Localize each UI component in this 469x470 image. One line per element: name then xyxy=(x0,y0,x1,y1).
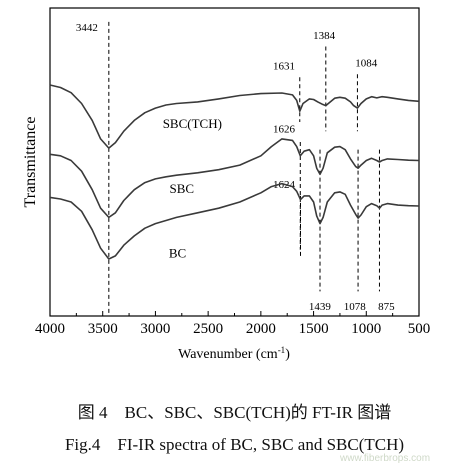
x-tick-label: 4000 xyxy=(35,321,65,337)
peak-marker-label: 1078 xyxy=(344,301,367,313)
peak-marker-label: 1384 xyxy=(313,30,336,42)
x-tick-label: 2500 xyxy=(193,321,223,337)
x-axis-label-sup: -1 xyxy=(278,345,286,355)
peak-marker-label: 1084 xyxy=(355,58,378,70)
x-tick-label: 1500 xyxy=(299,321,329,337)
x-tick-label: 500 xyxy=(408,321,431,337)
peak-markers: 3442 1631 1384 1084 1626 1624 1439 1078 875 xyxy=(76,21,395,316)
caption-chinese: 图 4 BC、SBC、SBC(TCH)的 FT-IR 图谱 xyxy=(77,403,392,422)
x-tick-label: 3000 xyxy=(140,321,170,337)
y-axis-label: Transmittance xyxy=(22,117,39,208)
x-tick-label: 2000 xyxy=(246,321,276,337)
series-line-sbctch xyxy=(49,84,420,149)
series-label: BC xyxy=(169,245,186,260)
watermark-text: www.fiberbrops.com xyxy=(340,453,431,464)
x-tick-label: 3500 xyxy=(88,321,118,337)
peak-marker-label: 1624 xyxy=(273,179,296,191)
x-tick-label: 1000 xyxy=(351,321,381,337)
series-labels: SBC(TCH) SBC BC xyxy=(163,116,222,260)
spectra-series xyxy=(49,84,420,260)
caption-english: Fig.4 FI-IR spectra of BC, SBC and SBC(T… xyxy=(64,435,405,454)
series-line-sbc xyxy=(49,138,420,219)
peak-marker-label: 1631 xyxy=(273,61,295,73)
x-axis-tick-labels: 4000 3500 3000 2500 2000 1500 1000 500 xyxy=(35,321,430,337)
series-line-bc xyxy=(49,182,420,260)
x-axis-label: Wavenumber (cm-1) xyxy=(178,345,290,362)
peak-marker-label: 1439 xyxy=(309,301,332,313)
x-axis-ticks xyxy=(49,311,420,316)
series-label: SBC xyxy=(169,181,194,196)
peak-marker-label: 875 xyxy=(378,301,395,313)
peak-marker-label: 1626 xyxy=(273,124,296,136)
peak-marker-label: 3442 xyxy=(76,22,98,34)
series-label: SBC(TCH) xyxy=(163,116,222,131)
